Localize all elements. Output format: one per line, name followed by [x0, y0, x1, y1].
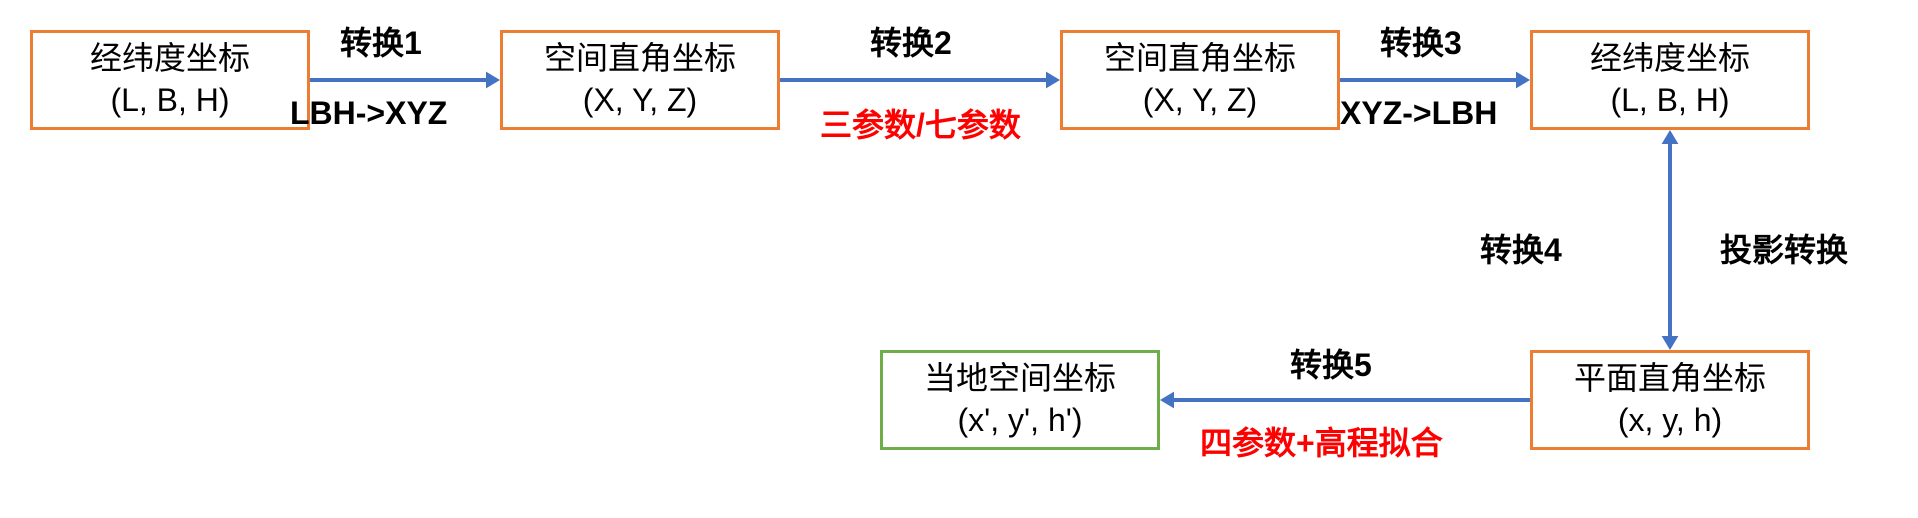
- node-line2: (L, B, H): [1610, 80, 1729, 122]
- node-line2: (x', y', h'): [958, 400, 1083, 442]
- edge-1-2-head: [486, 72, 500, 89]
- label-lbh-to-xyz: LBH->XYZ: [290, 95, 447, 132]
- node-lbh-target: 经纬度坐标 (L, B, H): [1530, 30, 1810, 130]
- edge-3-4-head: [1516, 72, 1530, 89]
- node-lbh-source: 经纬度坐标 (L, B, H): [30, 30, 310, 130]
- label-transform-2: 转换2: [870, 18, 952, 64]
- node-line1: 空间直角坐标: [544, 38, 736, 80]
- node-xyz-2: 空间直角坐标 (X, Y, Z): [1060, 30, 1340, 130]
- label-transform-3: 转换3: [1380, 18, 1462, 64]
- label-transform-1: 转换1: [340, 18, 422, 64]
- node-local-xy: 当地空间坐标 (x', y', h'): [880, 350, 1160, 450]
- node-line2: (L, B, H): [110, 80, 229, 122]
- node-plane-xy: 平面直角坐标 (x, y, h): [1530, 350, 1810, 450]
- node-line1: 平面直角坐标: [1574, 358, 1766, 400]
- label-3-7-param: 三参数/七参数: [820, 100, 1021, 146]
- node-line1: 当地空间坐标: [924, 358, 1116, 400]
- node-xyz-1: 空间直角坐标 (X, Y, Z): [500, 30, 780, 130]
- node-line2: (X, Y, Z): [583, 80, 697, 122]
- diagram-canvas: 经纬度坐标 (L, B, H) 空间直角坐标 (X, Y, Z) 空间直角坐标 …: [0, 0, 1918, 518]
- label-transform-4: 转换4: [1480, 225, 1562, 271]
- node-line1: 经纬度坐标: [90, 38, 250, 80]
- node-line2: (x, y, h): [1618, 400, 1722, 442]
- edge-2-3-head: [1046, 72, 1060, 89]
- label-transform-5: 转换5: [1290, 340, 1372, 386]
- node-line1: 经纬度坐标: [1590, 38, 1750, 80]
- node-line1: 空间直角坐标: [1104, 38, 1296, 80]
- label-xyz-to-lbh: XYZ->LBH: [1340, 95, 1497, 132]
- edge-4-5-head: [1662, 336, 1679, 350]
- node-line2: (X, Y, Z): [1143, 80, 1257, 122]
- edge-5-6-head: [1160, 392, 1174, 409]
- label-4-param-height: 四参数+高程拟合: [1200, 418, 1443, 464]
- edge-4-5-tail: [1662, 130, 1679, 144]
- label-projection: 投影转换: [1720, 225, 1848, 271]
